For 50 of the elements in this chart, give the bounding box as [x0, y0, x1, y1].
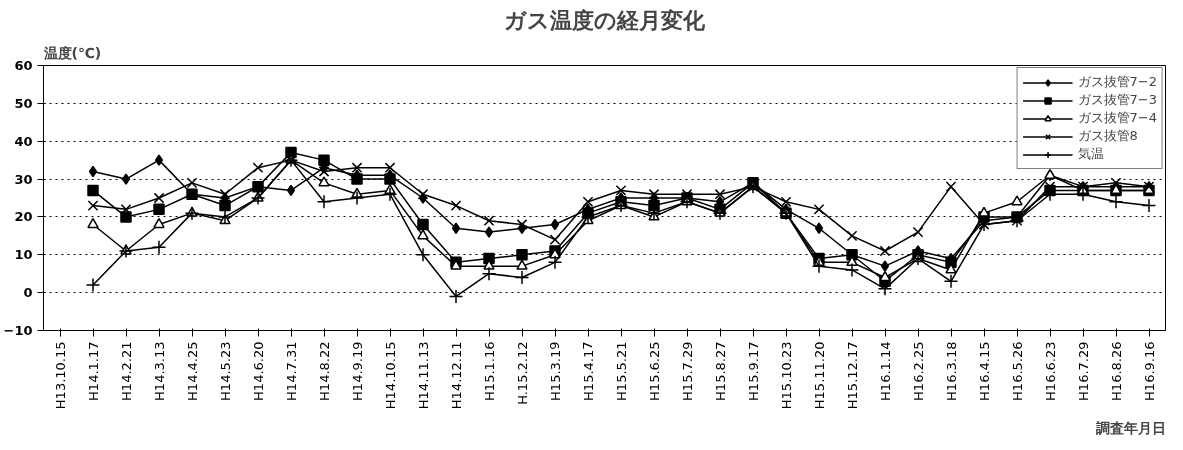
y-axis-title: 温度(℃) [42, 44, 102, 61]
x-tick-label: H15.7.29 [679, 341, 695, 401]
x-tick-label: H14.11.13 [415, 341, 431, 410]
x-tick-label: H14.10.15 [382, 341, 398, 410]
x-tick-label: H16.7.29 [1075, 341, 1091, 401]
x-tick-label: H15.6.25 [646, 341, 662, 401]
legend-label: ガス抜管8 [1077, 127, 1138, 145]
x-tick-label: H15.11.20 [811, 341, 827, 410]
x-tick-label: H15.3.19 [547, 341, 563, 401]
x-tick-label: H16.8.26 [1108, 341, 1124, 401]
legend-label: ガス抜管7−3 [1077, 91, 1157, 109]
x-axis-title: 調査年月日 [1095, 419, 1166, 436]
x-tick-label: H.15.2.12 [514, 341, 530, 405]
x-tick-label: H14.9.19 [349, 341, 365, 401]
x-tick-label: H15.12.17 [844, 341, 860, 410]
x-tick-label: H14.4.25 [184, 341, 200, 401]
x-tick-label: H16.2.25 [910, 341, 926, 401]
y-tick-label: 50 [14, 95, 33, 111]
y-tick-label: 60 [14, 58, 33, 73]
legend-label: 気温 [1077, 145, 1104, 163]
x-tick-label: H15.9.17 [745, 341, 761, 401]
x-tick-label: H16.6.23 [1042, 341, 1058, 401]
x-tick-label: H15.8.27 [712, 341, 728, 401]
y-tick-label: 10 [14, 247, 33, 263]
y-tick-label: 30 [14, 171, 33, 187]
y-tick-label: −10 [3, 323, 33, 338]
chart-title: ガス温度の経月変化 [504, 7, 706, 33]
x-tick-label: H14.2.21 [118, 341, 134, 401]
x-tick-label: H15.5.21 [613, 341, 629, 401]
x-tick-label: H16.4.15 [976, 341, 992, 401]
x-tick-label: H16.5.26 [1009, 341, 1025, 401]
x-tick-label: H14.8.22 [316, 341, 332, 401]
legend-label: ガス抜管7−2 [1077, 73, 1157, 91]
x-tick-label: H15.4.17 [580, 341, 596, 401]
x-tick-label: H14.12.11 [448, 341, 464, 410]
legend-label: ガス抜管7−4 [1077, 109, 1157, 127]
x-tick-label: H16.3.18 [943, 341, 959, 401]
x-tick-label: H13.10.15 [52, 341, 68, 410]
x-tick-label: H16.1.14 [877, 341, 893, 401]
x-tick-label: H14.1.17 [85, 341, 101, 401]
x-tick-label: H14.7.31 [283, 341, 299, 401]
x-tick-label: H14.5.23 [217, 341, 233, 401]
y-tick-label: 20 [14, 209, 33, 225]
x-tick-label: H14.6.20 [250, 341, 266, 401]
y-tick-label: 40 [14, 133, 33, 149]
x-tick-label: H16.9.16 [1141, 341, 1157, 401]
x-tick-label: H15.10.23 [778, 341, 794, 410]
x-tick-label: H15.1.16 [481, 341, 497, 401]
x-tick-label: H14.3.13 [151, 341, 167, 401]
y-tick-label: 0 [23, 285, 33, 301]
